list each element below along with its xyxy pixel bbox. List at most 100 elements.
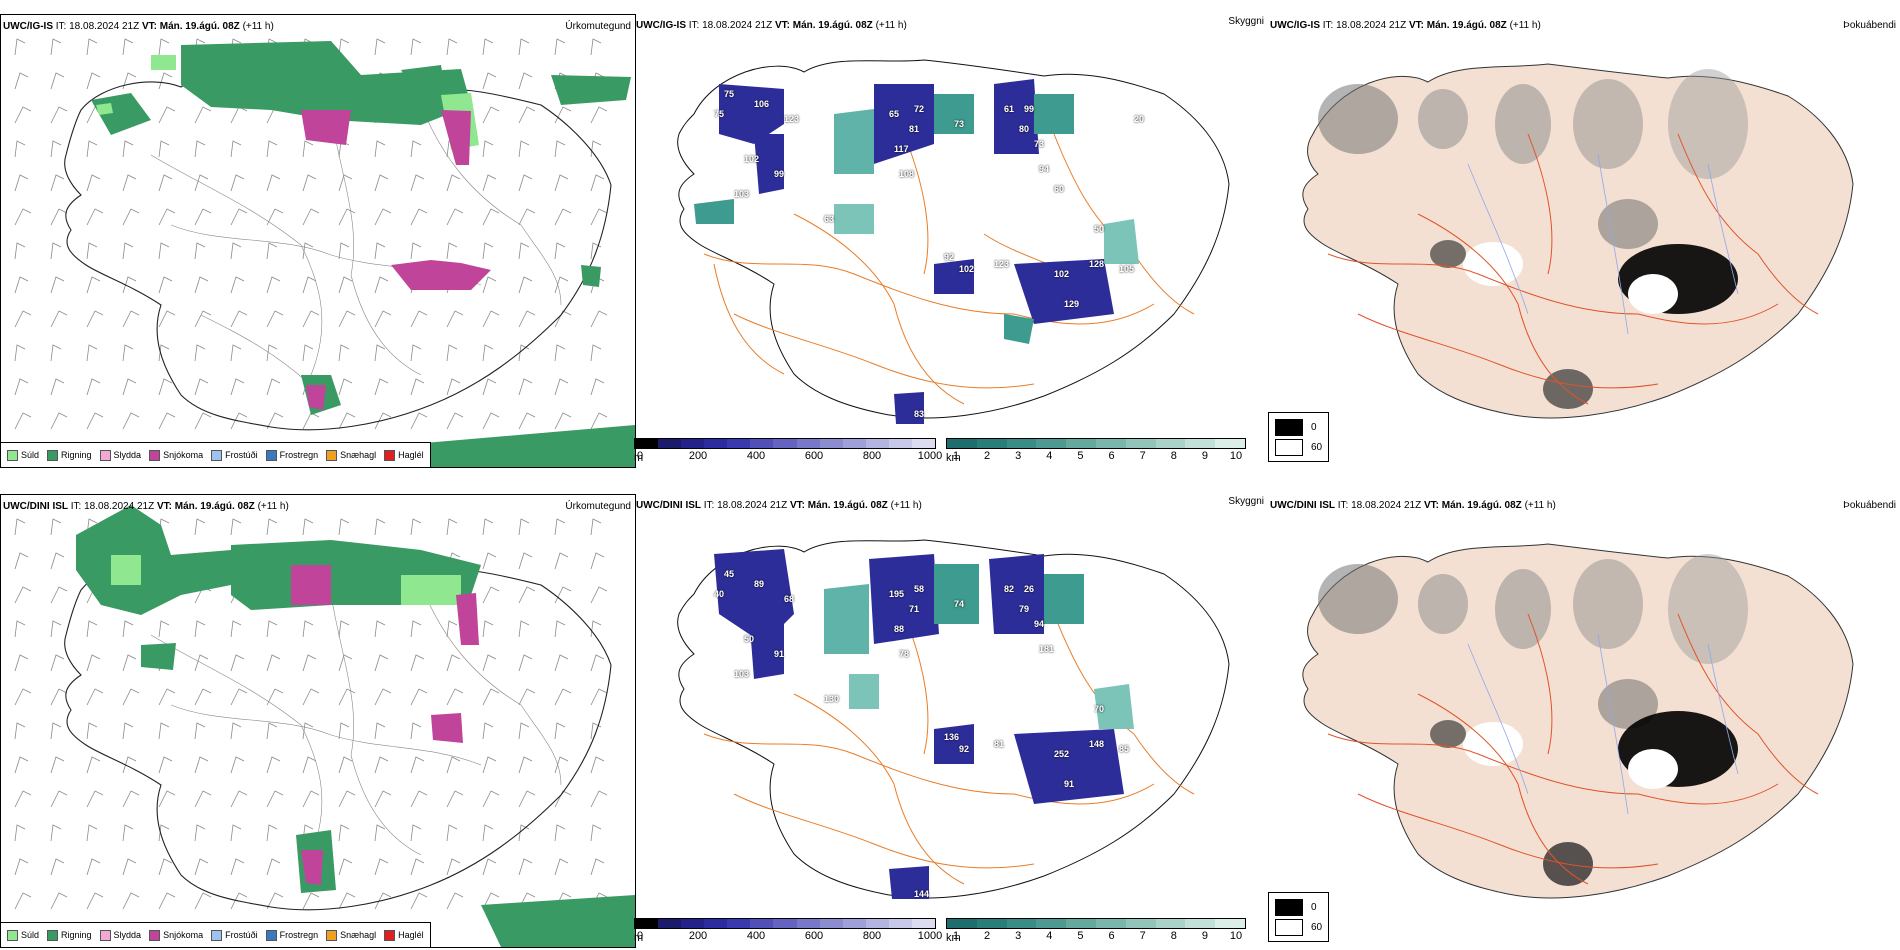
value-label: 63 (824, 214, 835, 224)
wind-barb (158, 858, 173, 876)
wind-barb (554, 790, 572, 808)
wind-barb (14, 756, 29, 774)
vt-value: Mán. 19.ágú. 08Z (159, 21, 240, 32)
wind-barb (590, 688, 608, 706)
model-name: UWC/DINI ISL (3, 501, 68, 512)
value-label: 83 (914, 409, 925, 419)
wind-barb (302, 310, 320, 328)
value-label: 81 (909, 124, 920, 134)
wind-barb (554, 412, 572, 430)
legend-item: Snjókoma (149, 929, 203, 941)
wind-barb (446, 310, 464, 328)
wind-barb (518, 412, 536, 430)
height-colorbar: 0 200 400 600 800 1000 (634, 918, 942, 943)
wind-barb (302, 412, 320, 430)
cloud-legend-label: 60 (1311, 921, 1323, 933)
wind-barb (554, 722, 566, 740)
cloud-legend-row: 60 (1275, 437, 1322, 457)
model-name: UWC/IG-IS (636, 20, 686, 31)
cloud-cover-panel: UWC/IG-IS IT: 18.08.2024 21Z VT: Mán. 19… (1268, 14, 1900, 466)
colorbar-tick: 9 (1201, 930, 1208, 942)
it-label: IT: (703, 500, 715, 511)
wind-barb (590, 208, 608, 226)
wind-barb (518, 824, 530, 842)
colorbar-tick: 7 (1139, 450, 1146, 462)
colorbar-cell (1215, 439, 1245, 448)
wind-barb (50, 722, 62, 740)
wind-barb (410, 518, 422, 536)
wind-barb (194, 688, 212, 706)
legend-swatch (265, 449, 277, 461)
wind-barb (518, 518, 530, 536)
colorbar-tick: 9 (1201, 450, 1208, 462)
value-label: 103 (734, 189, 750, 199)
wind-barb (554, 586, 572, 604)
colorbar-tick: 3 (1015, 450, 1022, 462)
wind-barb (86, 310, 104, 328)
colorbar-cell (773, 919, 797, 928)
legend-label: Rigning (61, 930, 92, 940)
wind-barb (338, 208, 356, 226)
colorbar-cell (1006, 919, 1037, 928)
panel-title: Skyggni (1228, 16, 1264, 27)
value-label: 70 (1094, 704, 1105, 714)
wind-barb (14, 276, 29, 294)
header: UWC/DINI ISL IT: 18.08.2024 21Z VT: Mán.… (636, 500, 922, 511)
wind-barb (554, 654, 569, 672)
wind-barb (302, 892, 320, 910)
colorbar-cell (1095, 919, 1126, 928)
colorbar-cell (1215, 919, 1245, 928)
colorbar-cell (911, 919, 936, 928)
precip-map (14, 38, 635, 467)
wind-barb (518, 790, 536, 808)
wind-barb (122, 208, 140, 226)
colorbar-tick: 200 (688, 930, 708, 942)
colorbar-tick: 2 (984, 450, 991, 462)
value-label: 108 (899, 169, 915, 179)
wind-barb (266, 378, 281, 396)
wind-barb (302, 620, 314, 638)
model-name: UWC/DINI ISL (636, 500, 701, 511)
value-label: 102 (959, 264, 975, 274)
colorbar-cell (819, 919, 843, 928)
wind-barb (518, 552, 533, 570)
legend-label: Frostúði (225, 450, 258, 460)
wind-barb (446, 208, 464, 226)
wind-barb (194, 620, 206, 638)
colorbar-cell (773, 439, 797, 448)
colorbar-tick: 4 (1046, 930, 1053, 942)
wind-barb (230, 242, 242, 260)
wind-barb (446, 790, 464, 808)
colorbar-cell (681, 919, 705, 928)
wind-barb (50, 276, 65, 294)
wind-barb (158, 790, 176, 808)
wind-barb (50, 756, 65, 774)
it-label: IT: (55, 21, 67, 32)
wind-barbs (14, 38, 608, 430)
wind-barb (122, 858, 137, 876)
colorbar-tick: 1 (952, 930, 960, 942)
legend-swatch (326, 929, 338, 941)
colorbar-cell (727, 439, 751, 448)
wind-barb (338, 858, 353, 876)
legend-item: Rigning (47, 449, 92, 461)
wind-barb (518, 378, 533, 396)
wind-barb (374, 310, 392, 328)
wind-barb (446, 412, 464, 430)
wind-barb (158, 378, 173, 396)
wind-barb (14, 858, 29, 876)
wind-barb (410, 412, 428, 430)
roads (703, 613, 1195, 885)
wind-barb (50, 310, 68, 328)
colorbar-tick: 8 (1170, 450, 1177, 462)
legend-item: Súld (7, 929, 39, 941)
wind-barb (86, 892, 104, 910)
value-label: 102 (1054, 269, 1070, 279)
wind-barb (194, 140, 206, 158)
colorbar-tick: 5 (1077, 930, 1084, 942)
wind-barb (230, 756, 245, 774)
cloud-base-panel: UWC/DINI ISL IT: 18.08.2024 21Z VT: Mán.… (634, 494, 1268, 946)
wind-barb (482, 140, 494, 158)
value-label: 103 (734, 669, 750, 679)
wind-barb (554, 378, 569, 396)
